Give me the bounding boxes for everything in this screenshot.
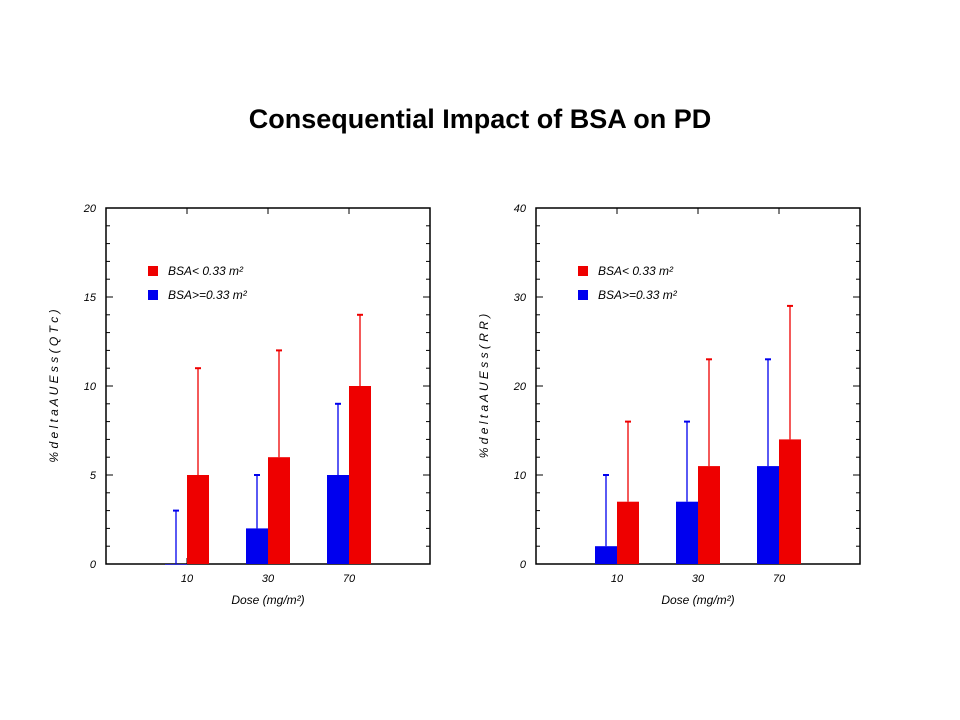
x-tick-label: 30 <box>692 573 705 585</box>
bar-high-bsa-dose-30 <box>676 501 698 564</box>
legend-label: BSA< 0.33 m² <box>168 264 244 278</box>
legend-swatch <box>148 266 158 276</box>
x-tick-label: 10 <box>611 573 624 585</box>
bar-low-bsa-dose-30 <box>698 466 720 564</box>
y-axis-label: % d e l t a A U E s s ( Q T c ) <box>47 309 61 462</box>
bar-high-bsa-dose-30 <box>246 528 268 564</box>
bar-low-bsa-dose-10 <box>187 475 209 564</box>
legend-swatch <box>578 290 588 300</box>
bar-high-bsa-dose-70 <box>757 466 779 564</box>
bar-low-bsa-dose-30 <box>268 457 290 564</box>
bar-high-bsa-dose-10 <box>595 546 617 564</box>
legend-swatch <box>578 266 588 276</box>
y-tick-label: 30 <box>514 292 527 304</box>
y-tick-label: 5 <box>90 470 97 482</box>
bar-high-bsa-dose-10 <box>165 564 187 565</box>
bar-low-bsa-dose-10 <box>617 501 639 564</box>
y-tick-label: 0 <box>520 559 527 571</box>
x-tick-label: 30 <box>262 573 275 585</box>
page-title: Consequential Impact of BSA on PD <box>248 104 712 134</box>
bar-high-bsa-dose-70 <box>327 475 349 564</box>
x-tick-label: 70 <box>773 573 786 585</box>
bar-low-bsa-dose-70 <box>349 386 371 564</box>
chart-right-rr: 0 10 20 30 40 10 30 70 BSA< 0.33 m² BSA>=0.33 m² D… <box>477 203 861 607</box>
y-tick-label: 20 <box>83 203 97 215</box>
y-tick-label: 40 <box>514 203 527 215</box>
x-axis-label: Dose (mg/m²) <box>661 593 734 607</box>
y-tick-label: 10 <box>84 381 97 393</box>
legend-label: BSA< 0.33 m² <box>598 264 674 278</box>
y-tick-label: 10 <box>514 470 527 482</box>
legend-label: BSA>=0.33 m² <box>598 288 678 302</box>
y-tick-label: 15 <box>84 292 97 304</box>
chart-left-qtc: 0 5 10 15 20 10 30 70 BSA< 0.33 m² BSA>=0.33 m² Do… <box>47 203 431 607</box>
y-tick-label: 0 <box>90 559 97 571</box>
x-tick-label: 70 <box>343 573 356 585</box>
legend-swatch <box>148 290 158 300</box>
x-tick-label: 10 <box>181 573 194 585</box>
bar-low-bsa-dose-70 <box>779 439 801 564</box>
legend-label: BSA>=0.33 m² <box>168 288 248 302</box>
y-axis-label: % d e l t a A U E s s ( R R ) <box>477 314 491 458</box>
x-axis-label: Dose (mg/m²) <box>231 593 304 607</box>
y-tick-label: 20 <box>513 381 527 393</box>
